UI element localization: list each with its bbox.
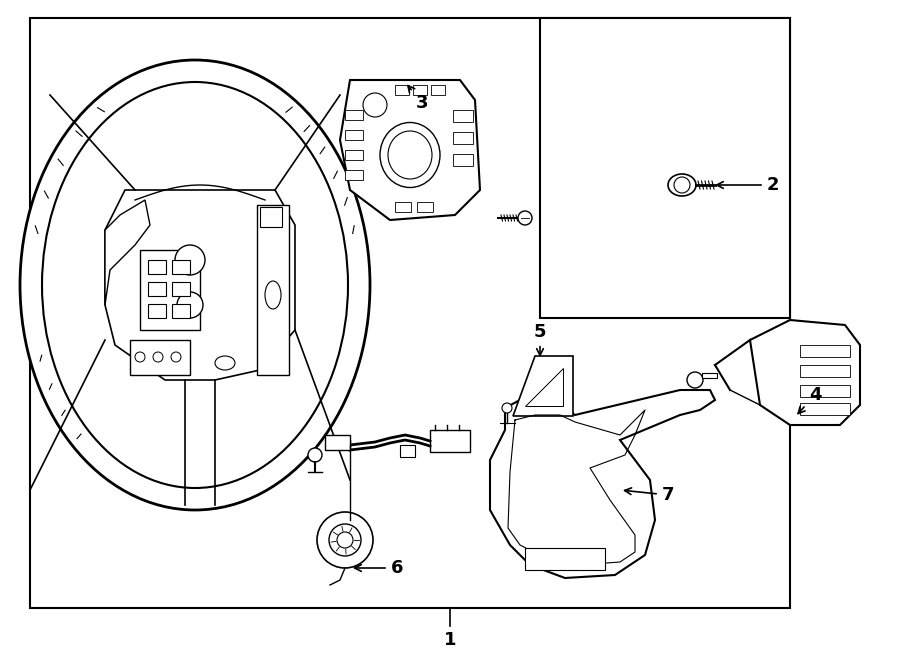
Bar [148, 260, 166, 274]
Bar [172, 260, 190, 274]
Bar [345, 130, 363, 140]
Circle shape [308, 448, 322, 462]
Bar [172, 282, 190, 296]
Ellipse shape [668, 174, 696, 196]
Circle shape [363, 93, 387, 117]
Bar [702, 373, 717, 378]
Bar [257, 205, 289, 375]
Bar [345, 110, 363, 120]
Bar [800, 385, 850, 397]
Bar [430, 430, 470, 452]
Circle shape [317, 512, 373, 568]
Text: 6: 6 [355, 559, 403, 577]
Ellipse shape [42, 82, 348, 488]
Text: 5: 5 [534, 323, 546, 356]
Bar [431, 85, 445, 95]
Ellipse shape [20, 60, 370, 510]
Circle shape [518, 211, 532, 225]
Ellipse shape [215, 356, 235, 370]
Bar [525, 548, 605, 570]
Polygon shape [340, 80, 480, 220]
Text: 2: 2 [716, 176, 779, 194]
Bar [30, 18, 790, 608]
Circle shape [674, 177, 690, 193]
Text: 4: 4 [798, 386, 821, 414]
Bar [453, 154, 473, 166]
Bar [345, 150, 363, 160]
Bar [148, 282, 166, 296]
Bar [540, 18, 790, 318]
Polygon shape [105, 190, 295, 380]
Circle shape [177, 292, 203, 318]
Polygon shape [490, 390, 715, 578]
Text: 1: 1 [444, 631, 456, 649]
Bar [413, 85, 427, 95]
Polygon shape [513, 356, 573, 416]
Circle shape [687, 372, 703, 388]
Ellipse shape [380, 122, 440, 188]
Bar [800, 345, 850, 357]
Bar [800, 365, 850, 377]
Ellipse shape [388, 131, 432, 179]
Circle shape [175, 245, 205, 275]
Circle shape [171, 352, 181, 362]
Bar [172, 304, 190, 318]
Bar [148, 304, 166, 318]
Circle shape [502, 403, 512, 413]
Polygon shape [525, 368, 563, 406]
Circle shape [135, 352, 145, 362]
Bar [260, 207, 282, 227]
Text: 7: 7 [625, 486, 674, 504]
Bar [395, 85, 409, 95]
Circle shape [153, 352, 163, 362]
Bar [130, 340, 190, 375]
Bar [453, 132, 473, 144]
Polygon shape [750, 320, 860, 425]
Bar [800, 403, 850, 415]
Bar [400, 445, 415, 457]
Circle shape [337, 532, 353, 548]
Ellipse shape [265, 281, 281, 309]
Bar [140, 250, 200, 330]
Bar [453, 110, 473, 122]
Bar [325, 435, 350, 450]
Text: 3: 3 [408, 86, 428, 112]
Circle shape [329, 524, 361, 556]
Polygon shape [105, 200, 150, 305]
Bar [345, 170, 363, 180]
Bar [395, 202, 411, 212]
Bar [417, 202, 433, 212]
